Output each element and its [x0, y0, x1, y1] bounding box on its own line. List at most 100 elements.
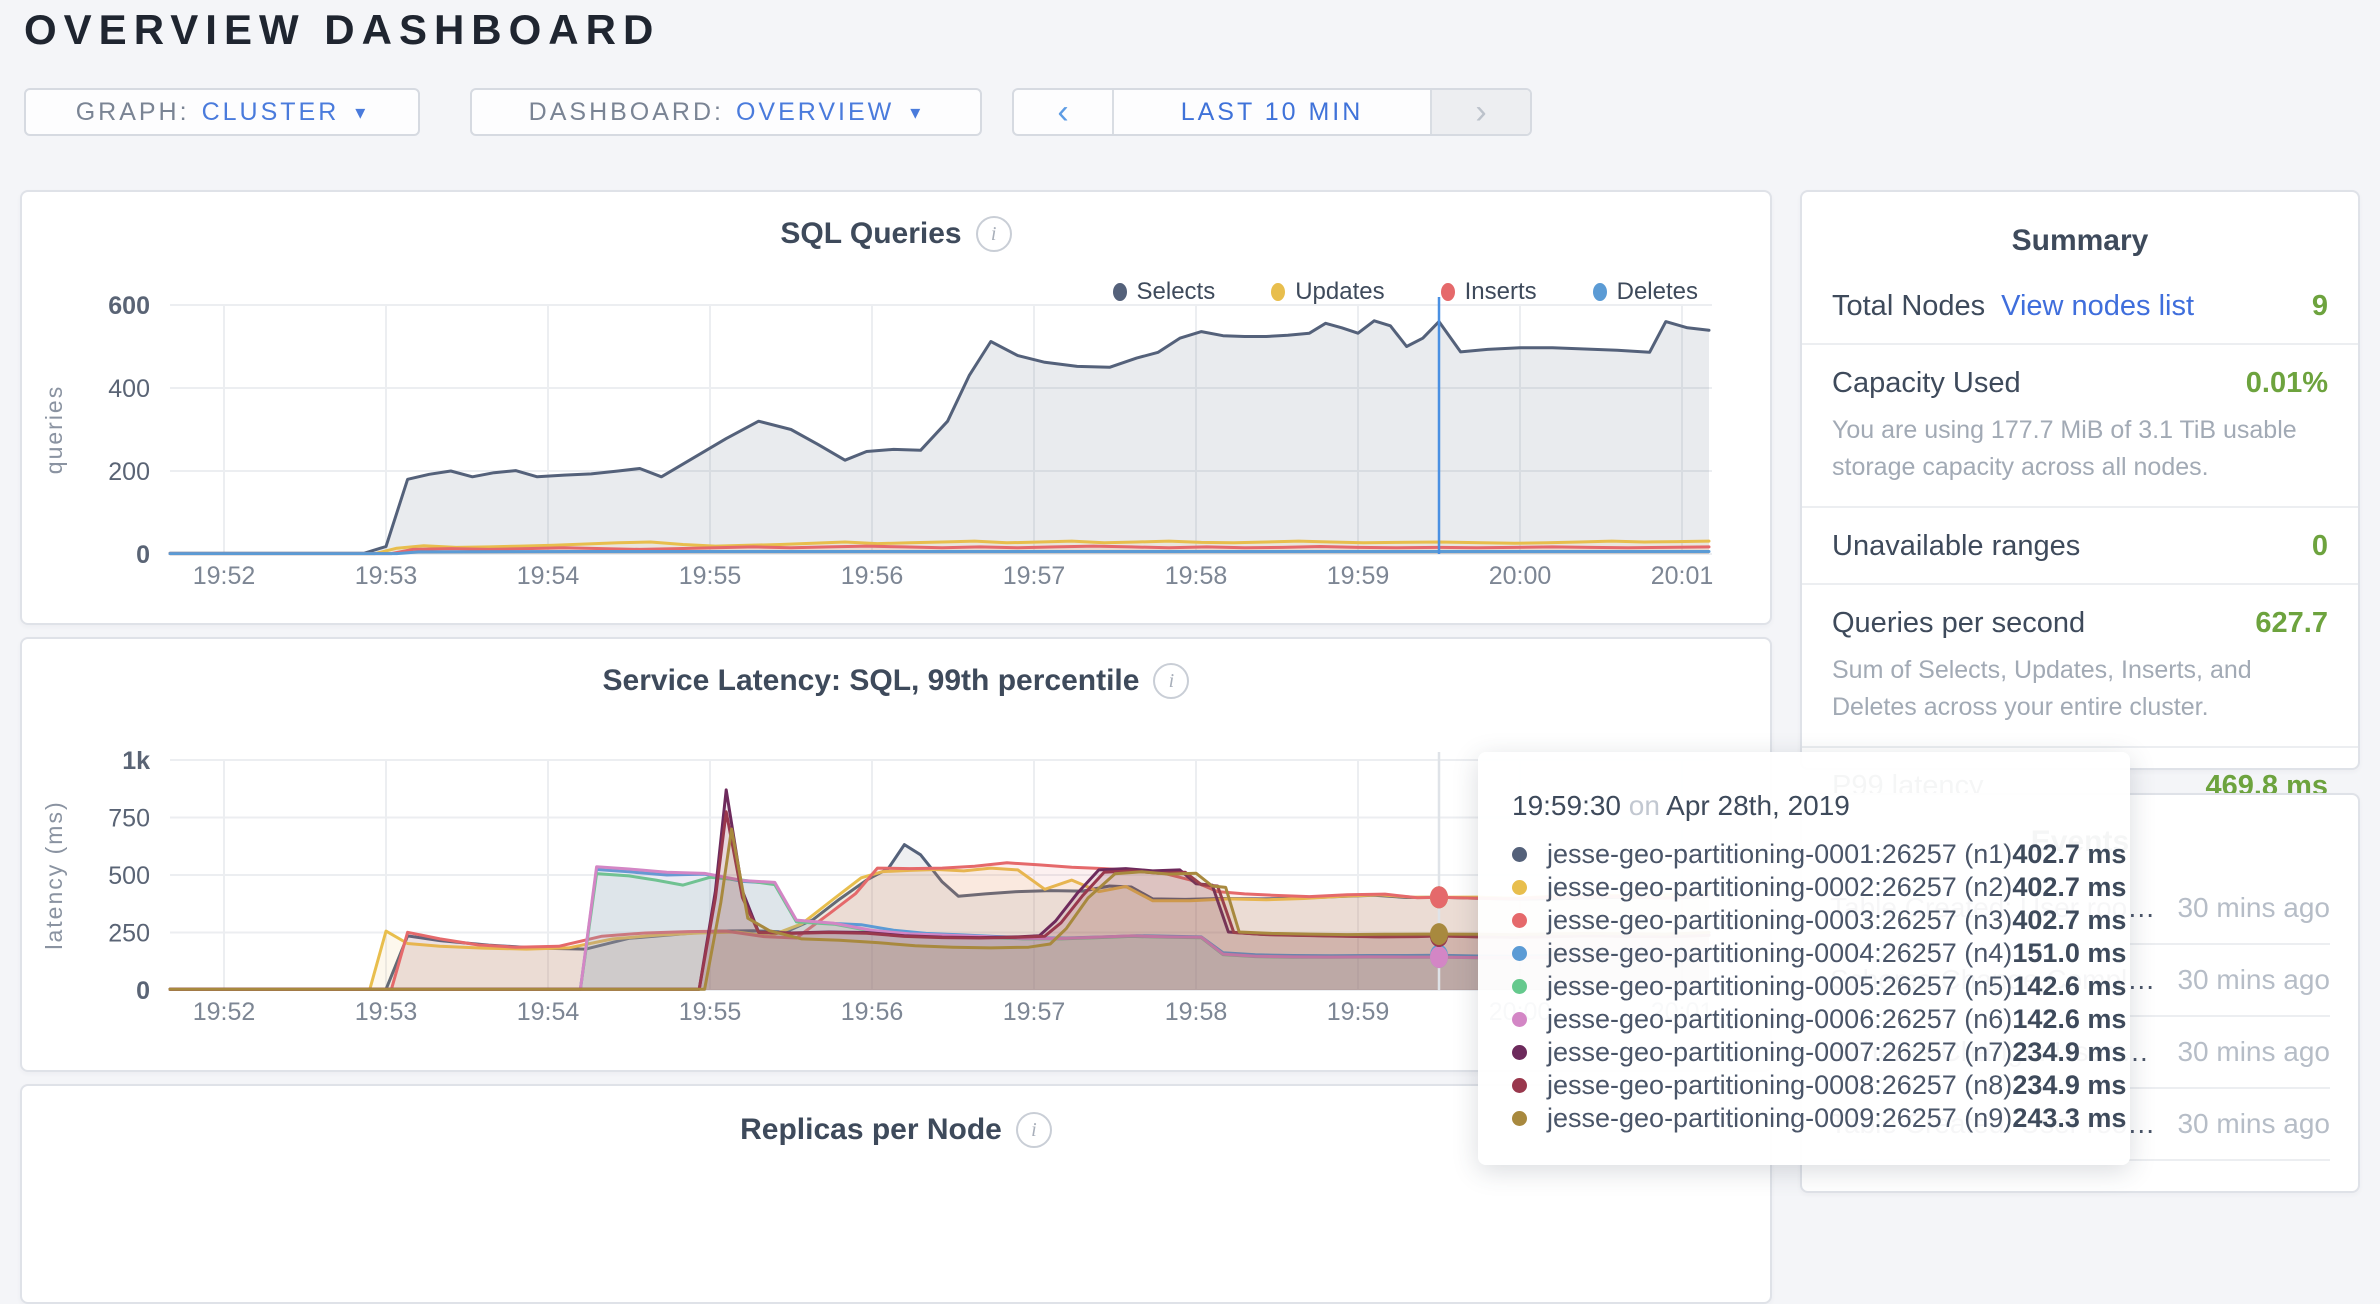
- y-axis-tick: 0: [136, 541, 150, 569]
- chevron-down-icon: ▾: [355, 101, 369, 124]
- series-dot-icon: [1512, 847, 1527, 862]
- sql-queries-title: SQL Queries: [780, 217, 962, 250]
- time-range-button[interactable]: LAST 10 MIN: [1180, 97, 1364, 126]
- chart-hover-tooltip: 19:59:30 on Apr 28th, 2019 jesse-geo-par…: [1478, 752, 2130, 1165]
- tooltip-node-value: 402.7 ms: [2012, 905, 2127, 935]
- tooltip-node-value: 402.7 ms: [2012, 872, 2127, 902]
- tooltip-node-value: 243.3 ms: [2012, 1103, 2127, 1133]
- summary-row: Capacity Used 0.01% You are using 177.7 Mi…: [1802, 345, 2358, 508]
- x-axis-tick: 19:53: [355, 562, 418, 590]
- time-range-selector: ‹ LAST 10 MIN ›: [1012, 88, 1532, 136]
- chevron-right-icon: ›: [1475, 92, 1487, 131]
- y-axis-tick: 1k: [122, 747, 150, 775]
- series-dot-icon: [1512, 1045, 1527, 1060]
- tooltip-row: jesse-geo-partitioning-0004:26257 (n4) 15…: [1512, 937, 2126, 970]
- x-axis-tick: 20:01: [1651, 562, 1714, 590]
- tooltip-node-value: 142.6 ms: [2012, 971, 2127, 1001]
- view-nodes-list-link[interactable]: View nodes list: [2001, 290, 2195, 322]
- y-axis-tick: 400: [108, 375, 150, 403]
- graph-dropdown[interactable]: GRAPH: CLUSTER ▾: [24, 88, 420, 136]
- summary-value: 9: [2311, 290, 2328, 322]
- x-axis-tick: 19:58: [1165, 562, 1228, 590]
- chevron-down-icon: ▾: [910, 101, 924, 124]
- tooltip-row: jesse-geo-partitioning-0001:26257 (n1) 40…: [1512, 838, 2126, 871]
- y-axis-label: queries: [41, 385, 67, 474]
- sql-queries-card: SQL Queries i Selects Updates Inserts Delet…: [20, 190, 1772, 625]
- summary-label: Total Nodes: [1832, 290, 1986, 322]
- info-icon[interactable]: i: [1015, 1112, 1052, 1148]
- summary-value: 627.7: [2255, 607, 2328, 639]
- chevron-left-icon: ‹: [1057, 92, 1069, 131]
- summary-label: Unavailable ranges: [1832, 530, 2081, 562]
- x-axis-tick: 20:00: [1489, 562, 1552, 590]
- x-axis-tick: 19:52: [193, 562, 256, 590]
- tooltip-node-name: jesse-geo-partitioning-0008:26257 (n8): [1547, 1070, 2013, 1100]
- x-axis-tick: 19:56: [841, 998, 904, 1026]
- series-dot-icon: [1512, 1111, 1527, 1126]
- summary-value: 0.01%: [2245, 367, 2328, 399]
- legend-item-updates: Updates: [1271, 278, 1385, 306]
- legend-dot-icon: [1440, 283, 1455, 301]
- time-prev-button[interactable]: ‹: [1014, 90, 1114, 134]
- series-dot-icon: [1512, 979, 1527, 994]
- tooltip-node-value: 234.9 ms: [2012, 1070, 2127, 1100]
- x-axis-tick: 19:59: [1327, 562, 1390, 590]
- tooltip-node-value: 151.0 ms: [2012, 938, 2127, 968]
- series-dot-icon: [1512, 946, 1527, 961]
- sql-queries-legend: Selects Updates Inserts Deletes: [1112, 278, 1698, 306]
- x-axis-tick: 19:57: [1003, 562, 1066, 590]
- y-axis-tick: 250: [108, 920, 150, 948]
- legend-label: Inserts: [1464, 278, 1537, 305]
- x-axis-tick: 19:55: [679, 998, 742, 1026]
- tooltip-node-name: jesse-geo-partitioning-0006:26257 (n6): [1547, 1004, 2013, 1034]
- series-dot-icon: [1512, 1078, 1527, 1093]
- graph-dropdown-label: GRAPH:: [75, 97, 190, 126]
- info-icon[interactable]: i: [975, 216, 1012, 252]
- summary-row: Total Nodes View nodes list 9: [1802, 268, 2358, 345]
- tooltip-row: jesse-geo-partitioning-0009:26257 (n9) 24…: [1512, 1102, 2126, 1135]
- x-axis-tick: 19:58: [1165, 998, 1228, 1026]
- tooltip-node-name: jesse-geo-partitioning-0001:26257 (n1): [1547, 839, 2013, 869]
- x-axis-tick: 19:55: [679, 562, 742, 590]
- summary-label: Queries per second: [1832, 607, 2086, 639]
- dashboard-dropdown[interactable]: DASHBOARD: OVERVIEW ▾: [470, 88, 982, 136]
- legend-label: Selects: [1136, 278, 1216, 305]
- summary-subtext: Sum of Selects, Updates, Inserts, and De…: [1832, 656, 2252, 721]
- event-time: 30 mins ago: [2177, 1108, 2330, 1139]
- tooltip-node-name: jesse-geo-partitioning-0002:26257 (n2): [1547, 872, 2013, 902]
- series-dot-icon: [1512, 880, 1527, 895]
- tooltip-node-name: jesse-geo-partitioning-0004:26257 (n4): [1547, 938, 2013, 968]
- y-axis-tick: 200: [108, 458, 150, 486]
- service-latency-title: Service Latency: SQL, 99th percentile: [602, 664, 1140, 697]
- legend-dot-icon: [1271, 283, 1286, 301]
- summary-value: 0: [2311, 530, 2328, 562]
- legend-label: Deletes: [1616, 278, 1698, 305]
- dashboard-dropdown-label: DASHBOARD:: [528, 97, 724, 126]
- summary-card: Summary Total Nodes View nodes list 9 Capac…: [1800, 190, 2360, 802]
- page-title: OVERVIEW DASHBOARD: [24, 6, 661, 53]
- tooltip-node-name: jesse-geo-partitioning-0009:26257 (n9): [1547, 1103, 2013, 1133]
- x-axis-tick: 19:56: [841, 562, 904, 590]
- event-time: 30 mins ago: [2177, 964, 2330, 995]
- tooltip-row: jesse-geo-partitioning-0002:26257 (n2) 40…: [1512, 871, 2126, 904]
- info-icon[interactable]: i: [1153, 663, 1190, 699]
- time-next-button[interactable]: ›: [1430, 90, 1530, 134]
- dashboard-dropdown-value: OVERVIEW: [735, 97, 895, 126]
- y-axis-tick: 500: [108, 862, 150, 890]
- x-axis-tick: 19:52: [193, 998, 256, 1026]
- event-time: 30 mins ago: [2177, 892, 2330, 923]
- sql-queries-chart[interactable]: 19:52 19:53 19:54 19:55 19:56 19:57 19:58 19:59…: [22, 192, 1770, 623]
- legend-item-inserts: Inserts: [1440, 278, 1537, 306]
- legend-item-selects: Selects: [1112, 278, 1216, 306]
- tooltip-row: jesse-geo-partitioning-0005:26257 (n5) 14…: [1512, 970, 2126, 1003]
- tooltip-timestamp: 19:59:30 on Apr 28th, 2019: [1512, 790, 1850, 821]
- tooltip-node-value: 142.6 ms: [2012, 1004, 2127, 1034]
- tooltip-node-value: 402.7 ms: [2012, 839, 2127, 869]
- legend-dot-icon: [1112, 283, 1127, 301]
- x-axis-tick: 19:59: [1327, 998, 1390, 1026]
- x-axis-tick: 19:57: [1003, 998, 1066, 1026]
- tooltip-node-name: jesse-geo-partitioning-0007:26257 (n7): [1547, 1037, 2013, 1067]
- x-axis-tick: 19:53: [355, 998, 418, 1026]
- x-axis-tick: 19:54: [517, 998, 580, 1026]
- tooltip-row: jesse-geo-partitioning-0003:26257 (n3) 40…: [1512, 904, 2126, 937]
